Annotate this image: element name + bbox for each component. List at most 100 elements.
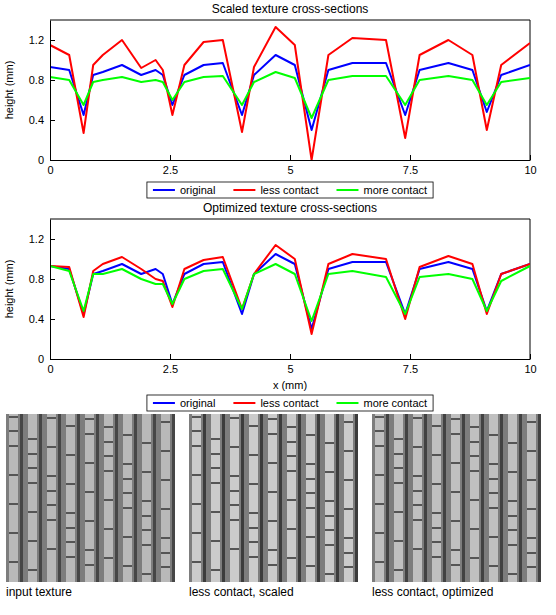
texture-crack [489, 463, 498, 465]
texture-panel: less contact, optimized [372, 414, 541, 599]
texture-crack [413, 548, 422, 550]
texture-crack [527, 508, 536, 510]
texture-crack [470, 441, 479, 443]
texture-crack [508, 471, 517, 473]
texture-groove [298, 414, 301, 582]
tick-mark [410, 354, 411, 359]
texture-crack [192, 445, 201, 447]
texture-crack [527, 421, 536, 423]
texture-crack [161, 508, 170, 510]
y-axis: 00.40.81.2 [29, 21, 55, 167]
texture-crack [47, 417, 56, 419]
frame-line [50, 20, 530, 21]
legend-swatch [233, 402, 255, 404]
legend-item: less contact [233, 184, 318, 196]
axis-line [50, 21, 51, 161]
texture-crack [47, 446, 56, 448]
texture-crack [104, 499, 113, 501]
texture-groove [20, 414, 23, 582]
texture-crack [9, 532, 18, 534]
tick-label: 1.2 [29, 233, 44, 245]
texture-crack [344, 479, 353, 481]
texture-crack [104, 426, 113, 428]
texture-crack [451, 418, 460, 420]
texture-crack [287, 470, 296, 472]
legend-swatch [153, 402, 175, 404]
tick: 0.8 [29, 273, 55, 285]
texture-groove [481, 414, 484, 582]
texture-crack [413, 490, 422, 492]
tick-label: 2.5 [163, 164, 178, 176]
legend-item: original [153, 397, 215, 409]
texture-groove [115, 414, 118, 582]
texture-crack [28, 482, 37, 484]
texture-crack [104, 528, 113, 530]
texture-crack [230, 475, 239, 477]
texture-crack [66, 527, 75, 529]
texture-crack [66, 541, 75, 543]
texture-crack [470, 557, 479, 559]
texture-crack [249, 483, 258, 485]
texture-crack [28, 511, 37, 513]
texture-crack [451, 564, 460, 566]
texture-crack [85, 418, 94, 420]
texture-crack [432, 483, 441, 485]
texture-ridge [47, 414, 56, 582]
tick: 1.2 [29, 233, 55, 245]
texture-crack [375, 445, 384, 447]
texture-crack [123, 507, 132, 509]
texture-crack [470, 426, 479, 428]
texture-crack [489, 507, 498, 509]
texture-crack [142, 544, 151, 546]
texture-crack [66, 556, 75, 558]
texture-crack [508, 442, 517, 444]
texture-crack [268, 564, 277, 566]
texture-crack [9, 503, 18, 505]
texture-crack [375, 503, 384, 505]
tick-label: 5 [287, 363, 293, 375]
texture-ridge [451, 414, 460, 582]
texture-crack [489, 565, 498, 567]
axis-line [51, 359, 531, 360]
texture-crack [394, 482, 403, 484]
texture-crack [268, 491, 277, 493]
texture-groove [203, 414, 206, 582]
legend-label: less contact [260, 397, 318, 409]
texture-groove [462, 414, 465, 582]
texture-crack [66, 425, 75, 427]
texture-crack [375, 561, 384, 563]
texture-crack [192, 474, 201, 476]
texture-ridge [142, 414, 151, 582]
texture-groove [172, 414, 175, 582]
texture-crack [85, 549, 94, 551]
texture-crack [375, 416, 384, 418]
texture-crack [413, 417, 422, 419]
tick: 0 [38, 154, 55, 166]
texture-ridge [489, 414, 498, 582]
texture-crack [508, 529, 517, 531]
texture-crack [394, 438, 403, 440]
texture-groove [405, 414, 408, 582]
data-line [50, 264, 530, 321]
frame-line [530, 219, 531, 359]
texture-crack [123, 478, 132, 480]
texture-crack [344, 537, 353, 539]
texture-crack [249, 541, 258, 543]
texture-groove [317, 414, 320, 582]
texture-crack [161, 450, 170, 452]
texture-groove [96, 414, 99, 582]
texture-crack [451, 462, 460, 464]
texture-crack [192, 503, 201, 505]
texture-crack [306, 434, 315, 436]
texture-crack [211, 438, 220, 440]
texture-ridge [508, 414, 517, 582]
texture-ridge [527, 414, 536, 582]
texture-crack [489, 434, 498, 436]
texture-crack [470, 499, 479, 501]
texture-groove [424, 414, 427, 582]
plot-lines [50, 27, 530, 160]
legend-label: less contact [260, 184, 318, 196]
texture-crack [268, 520, 277, 522]
texture-crack [142, 515, 151, 517]
texture-groove [153, 414, 156, 582]
